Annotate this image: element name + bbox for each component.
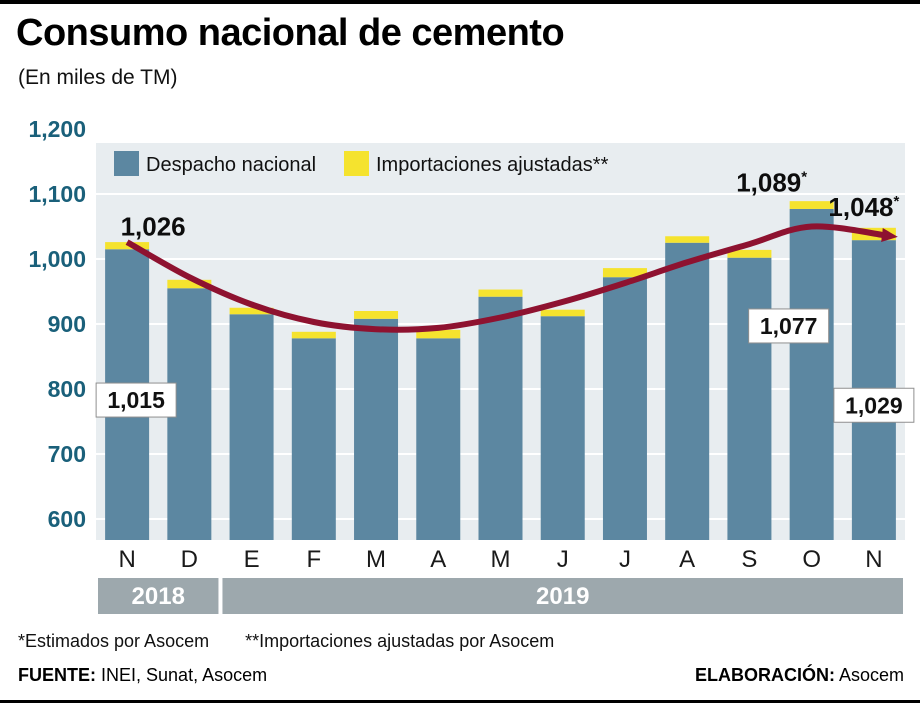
bar-importaciones bbox=[665, 236, 710, 243]
y-axis-label: 900 bbox=[48, 311, 86, 337]
footnote-importaciones: **Importaciones ajustadas por Asocem bbox=[245, 631, 555, 651]
annotation-box bbox=[833, 387, 915, 423]
bar-despacho-nacional bbox=[478, 296, 523, 540]
bar-despacho-nacional bbox=[291, 338, 336, 540]
chart-units-subtitle: (En miles de TM) bbox=[18, 66, 178, 89]
bar-importaciones bbox=[727, 249, 772, 258]
y-axis-label: 700 bbox=[48, 441, 86, 467]
bar-despacho-nacional bbox=[789, 208, 834, 540]
legend-swatch bbox=[114, 151, 139, 176]
bar-despacho-nacional bbox=[727, 257, 772, 540]
bottom-rule bbox=[0, 700, 920, 703]
bar-despacho-nacional bbox=[665, 242, 710, 540]
y-axis-label: 800 bbox=[48, 376, 86, 402]
y-axis-label: 1,000 bbox=[28, 246, 86, 272]
year-band-label: 2018 bbox=[132, 583, 185, 610]
footnote-estimados: *Estimados por Asocem bbox=[18, 631, 210, 651]
year-band bbox=[222, 578, 903, 614]
elaboration-label: ELABORACIÓN: bbox=[694, 665, 835, 685]
x-axis-label: E bbox=[244, 546, 260, 573]
annotation-value: 1,015 bbox=[107, 387, 165, 413]
bar-importaciones bbox=[478, 289, 523, 297]
bar-importaciones bbox=[229, 307, 274, 315]
bar-despacho-nacional bbox=[851, 240, 896, 540]
year-band-label: 2019 bbox=[536, 583, 589, 610]
x-axis-label: O bbox=[802, 546, 821, 573]
annotation-value: 1,029 bbox=[845, 392, 903, 418]
x-axis-label: F bbox=[306, 546, 321, 573]
x-axis-label: J bbox=[557, 546, 569, 573]
y-axis-label: 1,100 bbox=[28, 181, 86, 207]
bar-importaciones bbox=[540, 309, 585, 317]
legend-label: Importaciones ajustadas** bbox=[376, 154, 609, 176]
footnotes: *Estimados por Asocem **Importaciones aj… bbox=[18, 631, 554, 652]
bar-despacho-nacional bbox=[540, 316, 585, 540]
x-axis-label: M bbox=[366, 546, 386, 573]
x-axis-label: A bbox=[679, 546, 695, 573]
elaboration-value: Asocem bbox=[838, 665, 904, 685]
x-axis-label: S bbox=[741, 546, 757, 573]
bar-despacho-nacional bbox=[167, 288, 212, 540]
annotation-value: 1,089* bbox=[736, 167, 807, 197]
plot-area bbox=[96, 143, 905, 540]
annotation-box bbox=[95, 382, 177, 418]
top-rule bbox=[0, 0, 920, 4]
page-title: Consumo nacional de cemento bbox=[16, 12, 565, 54]
source-value: INEI, Sunat, Asocem bbox=[101, 665, 268, 685]
legend-swatch bbox=[344, 151, 369, 176]
bar-importaciones bbox=[602, 268, 647, 278]
bar-despacho-nacional bbox=[416, 338, 461, 540]
annotation-value: 1,077 bbox=[760, 313, 818, 339]
bar-despacho-nacional bbox=[602, 277, 647, 540]
bar-importaciones bbox=[105, 242, 150, 250]
annotation-value: 1,048* bbox=[828, 192, 899, 222]
source-label: FUENTE: bbox=[18, 665, 96, 685]
x-axis-label: J bbox=[619, 546, 631, 573]
source-row: FUENTE: INEI, Sunat, Asocem ELABORACIÓN:… bbox=[18, 665, 904, 686]
bar-importaciones bbox=[851, 227, 896, 241]
x-axis-label: M bbox=[491, 546, 511, 573]
annotation-box bbox=[748, 308, 830, 344]
bar-importaciones bbox=[789, 201, 834, 209]
x-axis-label: N bbox=[865, 546, 882, 573]
year-band bbox=[98, 578, 219, 614]
bar-importaciones bbox=[291, 331, 336, 339]
y-axis-label: 600 bbox=[48, 506, 86, 532]
bar-importaciones bbox=[416, 329, 461, 339]
x-axis-label: N bbox=[118, 546, 135, 573]
x-axis-label: D bbox=[181, 546, 198, 573]
bar-despacho-nacional bbox=[229, 314, 274, 540]
trend-line bbox=[125, 223, 898, 333]
bar-despacho-nacional bbox=[354, 318, 399, 540]
annotation-value: 1,026 bbox=[121, 212, 186, 242]
bar-importaciones bbox=[354, 311, 399, 319]
legend-label: Despacho nacional bbox=[146, 154, 316, 176]
bar-despacho-nacional bbox=[105, 249, 150, 540]
x-axis-label: A bbox=[430, 546, 446, 573]
source-credit: FUENTE: INEI, Sunat, Asocem bbox=[18, 665, 267, 686]
y-axis-label: 1,200 bbox=[28, 116, 86, 142]
bar-importaciones bbox=[167, 279, 212, 289]
elaboration-credit: ELABORACIÓN: Asocem bbox=[695, 665, 904, 686]
